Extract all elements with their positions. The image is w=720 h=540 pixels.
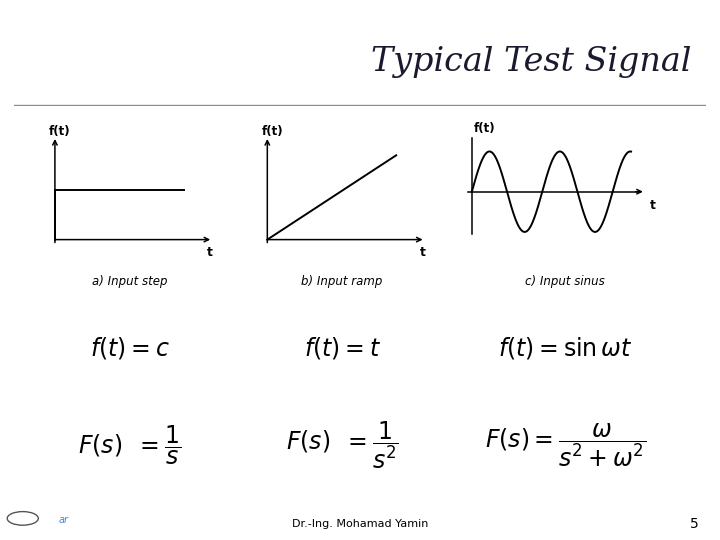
Text: $f(t)=\sin\omega t$: $f(t)=\sin\omega t$ [498, 335, 632, 361]
Text: ar: ar [58, 515, 68, 525]
Text: f(t): f(t) [474, 122, 495, 135]
Text: f(t): f(t) [49, 125, 71, 138]
Text: $f(t)=c$: $f(t)=c$ [90, 335, 169, 361]
Text: Typical Test Signal: Typical Test Signal [371, 46, 691, 78]
Text: t: t [207, 246, 213, 259]
Text: Dr.-Ing. Mohamad Yamin: Dr.-Ing. Mohamad Yamin [292, 519, 428, 529]
Text: t: t [420, 246, 426, 259]
Text: $F(s)\;\;=\dfrac{1}{s^2}$: $F(s)\;\;=\dfrac{1}{s^2}$ [286, 420, 398, 471]
Text: b) Input ramp: b) Input ramp [301, 275, 383, 288]
Text: $f(t)=t$: $f(t)=t$ [304, 335, 380, 361]
Text: $F(s)=\dfrac{\omega}{s^2+\omega^2}$: $F(s)=\dfrac{\omega}{s^2+\omega^2}$ [485, 422, 646, 469]
Text: a) Input step: a) Input step [92, 275, 167, 288]
Text: $F(s)\;\;=\dfrac{1}{s}$: $F(s)\;\;=\dfrac{1}{s}$ [78, 424, 181, 467]
Text: 5: 5 [690, 517, 698, 531]
Text: f(t): f(t) [261, 125, 283, 138]
Text: c) Input sinus: c) Input sinus [526, 275, 605, 288]
Text: t: t [649, 199, 655, 212]
